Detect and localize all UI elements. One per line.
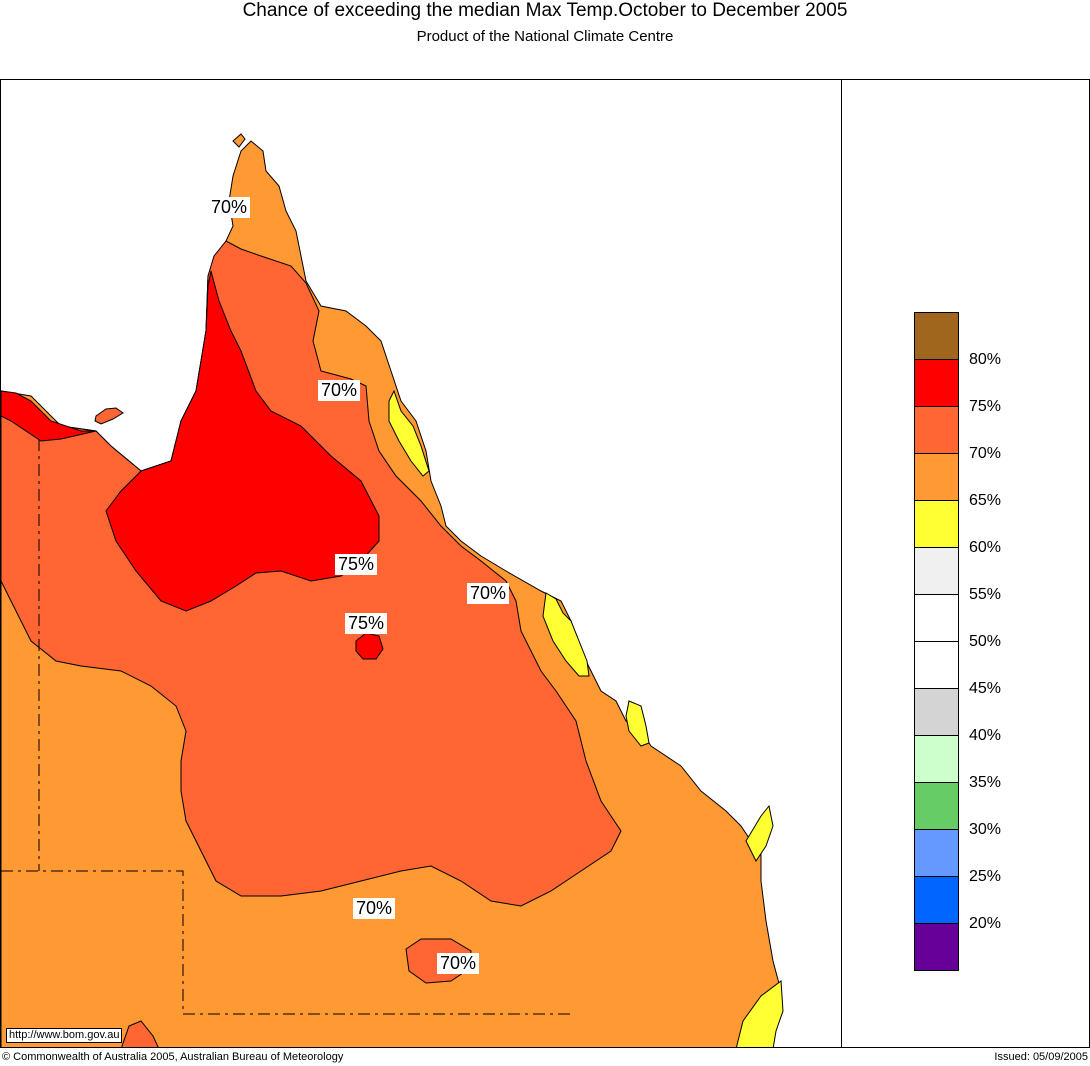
contour-label: 75% xyxy=(335,554,378,575)
legend-swatch xyxy=(914,594,959,641)
map-title: Chance of exceeding the median Max Temp.… xyxy=(242,0,848,21)
map-subtitle: Product of the National Climate Centre xyxy=(416,28,674,45)
legend-swatch xyxy=(914,923,959,971)
legend-tick-label: 70% xyxy=(969,445,1002,462)
legend-swatch xyxy=(914,876,959,923)
queensland-map xyxy=(1,133,784,1047)
map-panel: http://www.bom.gov.au xyxy=(0,79,842,1048)
legend-panel xyxy=(842,79,1090,1048)
legend-swatch xyxy=(914,735,959,782)
legend-swatch xyxy=(914,688,959,735)
legend-tick-label: 20% xyxy=(969,915,1002,932)
legend-tick-label: 25% xyxy=(969,868,1002,885)
legend-swatch xyxy=(914,312,959,359)
contour-label: 70% xyxy=(467,583,510,604)
legend-swatch xyxy=(914,500,959,547)
legend-tick-label: 75% xyxy=(969,398,1002,415)
legend-tick-label: 35% xyxy=(969,774,1002,791)
legend-swatch xyxy=(914,782,959,829)
legend-swatch xyxy=(914,547,959,594)
legend-swatch xyxy=(914,641,959,688)
copyright: © Commonwealth of Australia 2005, Austra… xyxy=(2,1051,344,1063)
legend-tick-label: 50% xyxy=(969,633,1002,650)
coast-region-65e xyxy=(735,980,784,1047)
contour-label: 75% xyxy=(345,613,388,634)
legend-swatch xyxy=(914,829,959,876)
legend-tick-label: 30% xyxy=(969,821,1002,838)
coast-region-65b xyxy=(542,592,590,677)
contour-label: 70% xyxy=(318,380,361,401)
legend-tick-label: 60% xyxy=(969,539,1002,556)
legend-tick-label: 40% xyxy=(969,727,1002,744)
legend-swatch xyxy=(914,453,959,500)
land-region-80 xyxy=(105,270,380,612)
legend-swatch xyxy=(914,406,959,453)
legend-tick-label: 80% xyxy=(969,351,1002,368)
coast-region-65c xyxy=(625,700,650,747)
legend-tick-label: 65% xyxy=(969,492,1002,509)
island xyxy=(94,407,124,425)
legend-colorbar xyxy=(914,312,959,971)
legend-tick-label: 45% xyxy=(969,680,1002,697)
contour-label: 70% xyxy=(353,898,396,919)
issued-date: Issued: 05/09/2005 xyxy=(994,1051,1088,1063)
land-region-80b xyxy=(1,390,97,442)
website-url: http://www.bom.gov.au xyxy=(6,1028,123,1043)
state-border xyxy=(1,439,571,1015)
island-north xyxy=(232,133,246,148)
legend-swatch xyxy=(914,359,959,406)
contour-label: 70% xyxy=(437,953,480,974)
region-70-sw xyxy=(121,1020,159,1047)
legend-tick-label: 55% xyxy=(969,586,1002,603)
coast-region-65d xyxy=(745,804,774,862)
coast-region-65a xyxy=(388,389,430,477)
contour-label: 70% xyxy=(208,197,251,218)
